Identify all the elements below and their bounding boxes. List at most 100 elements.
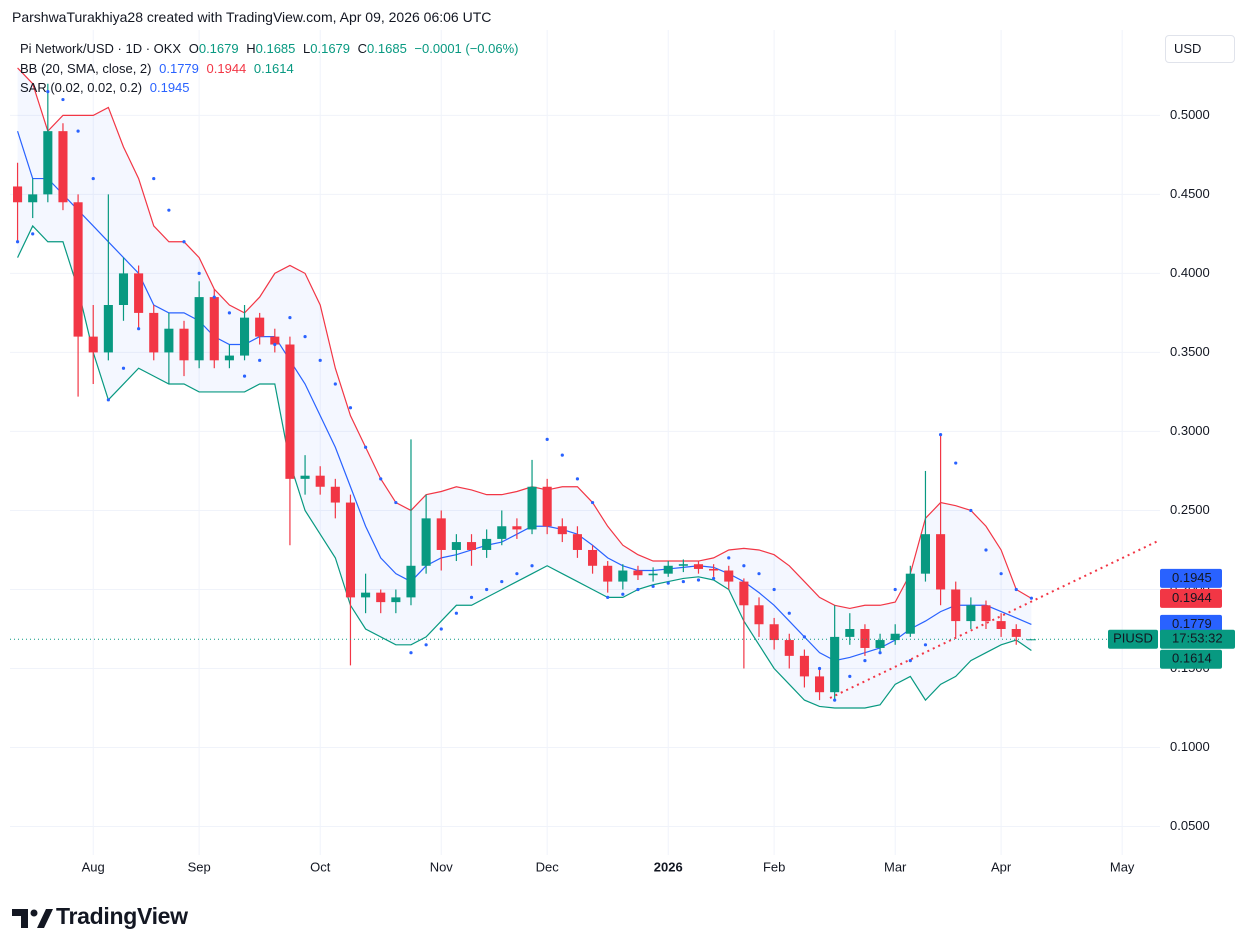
candle-body (981, 605, 991, 622)
sar-dot (273, 342, 277, 347)
sar-dot (106, 398, 110, 402)
legend-row: BB (20, SMA, close, 2) 0.1779 0.1944 0.1… (20, 59, 523, 79)
price-label: 0.1944 (1172, 590, 1212, 605)
candle-body (28, 194, 38, 203)
sar-dot (636, 587, 640, 592)
band-fill (17, 67, 1032, 709)
candle-body (905, 573, 915, 634)
bb-label: BB (20, SMA, close, 2) (20, 60, 152, 76)
countdown-box (1160, 629, 1235, 649)
candle-body (58, 131, 68, 203)
candle-body (830, 636, 840, 693)
candle-body (421, 518, 431, 566)
sar-dot (182, 240, 186, 244)
candle-body (194, 297, 204, 361)
candle-body (875, 640, 885, 648)
currency-button[interactable]: USD (1165, 35, 1235, 63)
sar-dot (863, 659, 867, 663)
candle-body (497, 526, 507, 539)
candle-body (799, 655, 809, 677)
sar-dot (303, 335, 307, 339)
sar-dot (954, 461, 958, 465)
sar-dot (394, 500, 398, 505)
header: ParshwaTurakhiya28 created with TradingV… (12, 9, 492, 25)
y-tick-label: 0.3500 (1170, 344, 1210, 359)
logo-shape (37, 909, 53, 928)
sar-dot (500, 579, 504, 584)
legend-row: Pi Network/USD · 1D · OKX O0.1679 H0.168… (20, 39, 523, 59)
ohlc-letter: O (188, 41, 199, 56)
sar-dot (333, 382, 337, 386)
x-tick-label: Mar (884, 859, 907, 874)
sar-dot (121, 366, 126, 370)
bb-basis-value: 0.1779 (159, 60, 199, 76)
candle-body (361, 592, 371, 598)
candle-body (588, 549, 598, 566)
ohlc-value: 0.1679 (310, 41, 351, 56)
candle-body (345, 502, 355, 598)
candle-body (724, 570, 734, 582)
countdown-label: 17:53:32 (1172, 631, 1223, 646)
sar-dot (31, 232, 35, 236)
y-tick-label: 0.1000 (1170, 739, 1210, 754)
candle-body (966, 605, 976, 622)
x-tick-label: May (1110, 859, 1135, 874)
candle-body (709, 568, 719, 571)
candle-body (739, 581, 749, 606)
candle-body (391, 597, 401, 603)
ohlc-letter: H (246, 41, 256, 56)
candle-body (754, 605, 764, 625)
sar-dot (1014, 587, 1018, 592)
candle-body (1026, 639, 1036, 641)
sar-dot (227, 311, 232, 315)
sar-dot (61, 97, 65, 102)
candle-body (240, 317, 250, 356)
sar-dot (938, 432, 943, 437)
sar-dot (802, 635, 807, 639)
legend: Pi Network/USD · 1D · OKX O0.1679 H0.168… (20, 39, 523, 98)
sar-dot (454, 611, 458, 615)
candle-body (920, 534, 930, 574)
sar-dot (288, 316, 292, 320)
sar-dot (242, 374, 247, 378)
candle-body (13, 186, 23, 203)
sar-dot (515, 572, 519, 576)
sar-dot (621, 592, 625, 596)
candle-body (330, 486, 340, 503)
sar-dot (212, 295, 216, 299)
sar-dot (787, 611, 791, 615)
candle-body (1011, 628, 1021, 637)
x-tick-label: Feb (763, 859, 785, 874)
bb-upper-line (17, 67, 1032, 610)
candle-body (512, 526, 522, 530)
candle-body (557, 526, 567, 535)
candle-body (845, 628, 855, 637)
sar-dot (76, 129, 80, 133)
candle-body (769, 624, 779, 641)
sar-dot (379, 477, 383, 481)
candle-body (693, 564, 704, 569)
sar-dot (969, 508, 973, 513)
sar-dot (817, 666, 822, 671)
brand-logo (12, 909, 53, 928)
sar-dot (999, 572, 1003, 576)
candle-body (663, 565, 673, 574)
bb-upper-value: 0.1944 (206, 60, 247, 76)
sar-dot (15, 240, 20, 244)
sar-dot (878, 651, 882, 655)
sar-dot (560, 453, 564, 457)
candle-body (482, 538, 492, 550)
sar-dot (167, 208, 171, 212)
candle-body (890, 633, 900, 641)
candle-body (73, 202, 83, 337)
x-tick-label: Apr (991, 859, 1012, 874)
y-tick-label: 0.2500 (1170, 502, 1210, 517)
candle-body (224, 355, 234, 361)
sar-dot (439, 627, 443, 631)
candle-body (164, 328, 174, 353)
sar-dot (424, 643, 428, 647)
plot (10, 30, 1160, 855)
candle-body (678, 564, 688, 566)
x-tick-label: Nov (430, 859, 454, 874)
